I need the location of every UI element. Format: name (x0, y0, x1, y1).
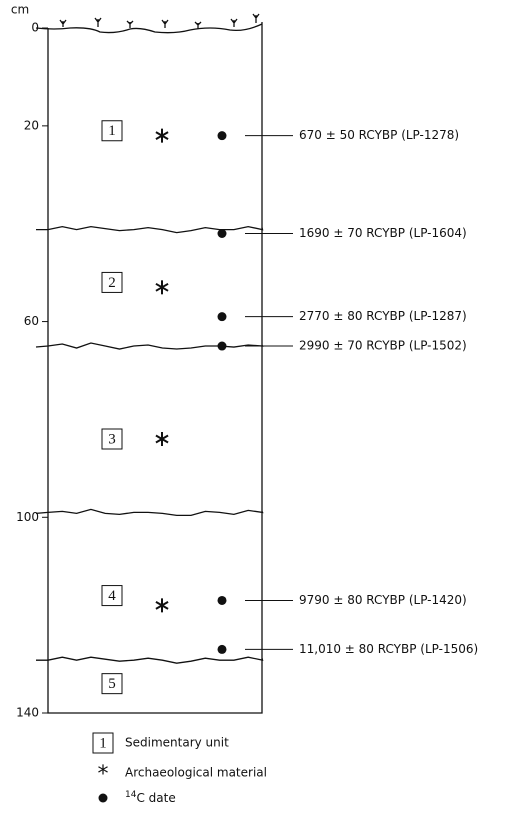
tick-label: 60 (24, 314, 39, 328)
unit-label: 3 (108, 431, 116, 447)
artifact-star (155, 128, 169, 143)
date-label: 2990 ± 70 RCYBP (LP-1502) (299, 339, 467, 353)
legend-star: * (98, 762, 109, 787)
star-stroke (155, 131, 169, 141)
legend-unit-text: Sedimentary unit (125, 736, 229, 750)
unit-label: 5 (108, 676, 116, 692)
boundary (36, 656, 264, 664)
artifact-star (155, 280, 169, 295)
date-dot (217, 229, 227, 238)
tick-label: 140 (16, 706, 39, 720)
tick-label: 0 (31, 21, 39, 35)
tick-label: 100 (16, 510, 39, 524)
vegetation (59, 13, 260, 29)
unit-box (101, 120, 123, 142)
date-label: 2770 ± 80 RCYBP (LP-1287) (299, 309, 467, 323)
star-stroke (155, 282, 169, 292)
column (35, 13, 263, 714)
legend-date-text: C date (136, 791, 175, 805)
artifact-star (155, 432, 169, 446)
unit-box (101, 673, 123, 695)
date-label: 1690 ± 70 RCYBP (LP-1604) (299, 226, 467, 240)
date-dot (217, 341, 227, 351)
date-label: 9790 ± 80 RCYBP (LP-1420) (299, 593, 467, 607)
boundary (36, 225, 264, 234)
surface (35, 23, 263, 34)
tick-label: 20 (24, 118, 39, 132)
star-stroke (155, 600, 169, 610)
date-dot (217, 312, 227, 322)
legend-unit-symbol: 1 (99, 735, 107, 751)
unit-label: 4 (108, 588, 116, 604)
legend: 1 Sedimentary unit * Archaeological mate… (92, 732, 267, 805)
legend-date-sup: 14 (125, 790, 137, 800)
legend-date: 14C date (125, 790, 176, 805)
legend-unit-box (92, 732, 114, 754)
date-dot (217, 644, 227, 654)
boundary (35, 342, 264, 350)
axis-unit: cm (11, 3, 29, 17)
date-label: 11,010 ± 80 RCYBP (LP-1506) (299, 642, 478, 656)
unit-box (101, 271, 123, 293)
column-outline (47, 22, 263, 714)
unit-box (101, 428, 123, 450)
date-dot (217, 595, 227, 605)
unit-label: 2 (108, 275, 116, 291)
boundary (35, 508, 264, 517)
date-label: 670 ± 50 RCYBP (LP-1278) (299, 128, 459, 142)
legend-artifact-text: Archaeological material (125, 766, 267, 780)
legend-dot (98, 793, 108, 803)
star-stroke (155, 434, 169, 444)
artifact-star (155, 598, 169, 613)
unit-label: 1 (108, 123, 116, 139)
unit-box (101, 585, 123, 607)
date-dot (217, 131, 227, 141)
